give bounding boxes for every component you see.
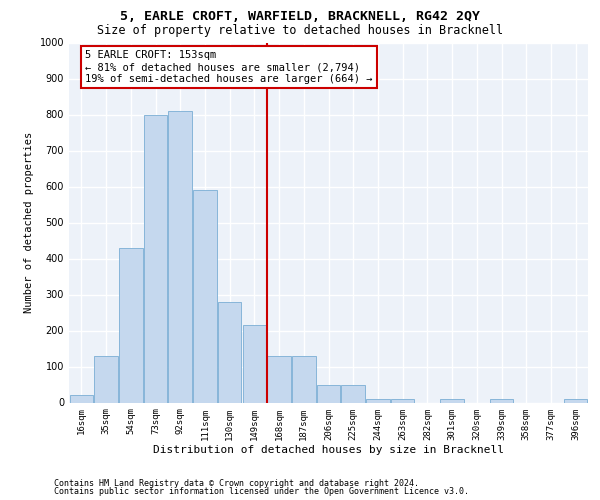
Text: Contains HM Land Registry data © Crown copyright and database right 2024.: Contains HM Land Registry data © Crown c…: [54, 478, 419, 488]
Bar: [268, 356, 291, 403]
Bar: [490, 399, 513, 402]
Bar: [391, 399, 415, 402]
Bar: [440, 399, 464, 402]
Bar: [70, 396, 93, 402]
X-axis label: Distribution of detached houses by size in Bracknell: Distribution of detached houses by size …: [153, 445, 504, 455]
Bar: [119, 248, 143, 402]
Bar: [193, 190, 217, 402]
Text: 5 EARLE CROFT: 153sqm
← 81% of detached houses are smaller (2,794)
19% of semi-d: 5 EARLE CROFT: 153sqm ← 81% of detached …: [85, 50, 373, 84]
Bar: [317, 384, 340, 402]
Bar: [341, 384, 365, 402]
Bar: [218, 302, 241, 402]
Bar: [366, 399, 389, 402]
Text: 5, EARLE CROFT, WARFIELD, BRACKNELL, RG42 2QY: 5, EARLE CROFT, WARFIELD, BRACKNELL, RG4…: [120, 10, 480, 23]
Bar: [144, 114, 167, 403]
Bar: [169, 111, 192, 403]
Text: Size of property relative to detached houses in Bracknell: Size of property relative to detached ho…: [97, 24, 503, 37]
Bar: [242, 325, 266, 402]
Bar: [94, 356, 118, 403]
Text: Contains public sector information licensed under the Open Government Licence v3: Contains public sector information licen…: [54, 487, 469, 496]
Bar: [292, 356, 316, 403]
Y-axis label: Number of detached properties: Number of detached properties: [24, 132, 34, 313]
Bar: [564, 399, 587, 402]
